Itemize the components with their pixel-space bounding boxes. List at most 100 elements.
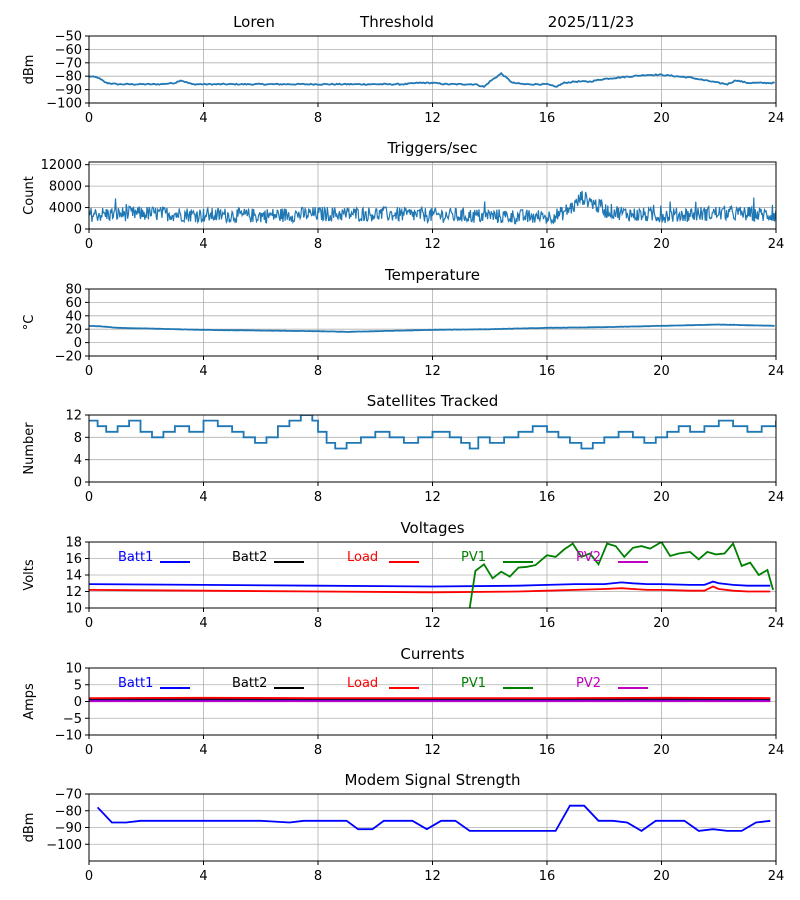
x-tick-label: 12 bbox=[424, 743, 441, 758]
panel-title: Triggers/sec bbox=[387, 139, 478, 157]
x-tick-label: 0 bbox=[85, 364, 93, 379]
x-tick-label: 12 bbox=[424, 869, 441, 884]
chart-title: Threshold bbox=[359, 13, 434, 31]
x-tick-label: 24 bbox=[768, 743, 785, 758]
y-axis-label: Amps bbox=[22, 683, 37, 720]
x-tick-label: 12 bbox=[424, 111, 441, 126]
date-label: 2025/11/23 bbox=[548, 13, 634, 31]
x-tick-label: 0 bbox=[85, 111, 93, 126]
series-line-satellites-satellites bbox=[89, 415, 776, 450]
y-axis-label: Number bbox=[22, 422, 37, 475]
y-tick-label: −5 bbox=[63, 712, 82, 727]
x-tick-label: 4 bbox=[199, 869, 207, 884]
x-tick-label: 16 bbox=[539, 237, 556, 252]
legend-label-pv1: PV1 bbox=[461, 676, 486, 691]
y-tick-label: 20 bbox=[65, 323, 82, 338]
y-axis-label: °C bbox=[22, 315, 37, 331]
legend-label-pv2: PV2 bbox=[576, 676, 601, 691]
series-line-voltages-batt1 bbox=[89, 580, 771, 588]
x-tick-label: 16 bbox=[539, 616, 556, 631]
x-tick-label: 0 bbox=[85, 490, 93, 505]
legend-label-pv1: PV1 bbox=[461, 550, 486, 565]
x-tick-label: 12 bbox=[424, 364, 441, 379]
y-tick-label: 8 bbox=[74, 431, 82, 446]
panel-satellites: 0 4 8 12 16 20 24 0 4 8 12 Satellites Tracked Number bbox=[22, 392, 784, 505]
x-tick-label: 0 bbox=[85, 869, 93, 884]
x-tick-label: 4 bbox=[199, 364, 207, 379]
series-line-modem-modem bbox=[96, 804, 771, 832]
y-tick-label: 0 bbox=[74, 695, 82, 710]
panel-triggers: 0 4 8 12 16 20 24 0 4000 8000 12000 Triggers/sec Cou… bbox=[22, 139, 784, 252]
x-tick-label: 8 bbox=[314, 869, 322, 884]
y-tick-label: −10 bbox=[55, 729, 82, 744]
y-tick-label: 10 bbox=[65, 602, 82, 617]
legend-label-batt1: Batt1 bbox=[118, 676, 153, 691]
x-tick-label: 4 bbox=[199, 743, 207, 758]
y-axis-label: dBm bbox=[22, 55, 37, 85]
y-tick-label: −20 bbox=[55, 350, 82, 365]
x-tick-label: 8 bbox=[314, 111, 322, 126]
x-tick-label: 16 bbox=[539, 364, 556, 379]
y-tick-label: 40 bbox=[65, 309, 82, 324]
x-tick-label: 4 bbox=[199, 111, 207, 126]
legend-label-batt1: Batt1 bbox=[118, 550, 153, 565]
y-axis-label: Volts bbox=[22, 559, 37, 591]
x-tick-label: 8 bbox=[314, 237, 322, 252]
x-tick-label: 24 bbox=[768, 869, 785, 884]
x-tick-label: 8 bbox=[314, 743, 322, 758]
x-tick-label: 16 bbox=[539, 743, 556, 758]
panel-modem: 0 4 8 12 16 20 24 −100 −90 −80−70 Modem Signal Str… bbox=[22, 771, 784, 884]
x-tick-label: 12 bbox=[424, 237, 441, 252]
x-tick-label: 0 bbox=[85, 743, 93, 758]
panel-title: Currents bbox=[400, 645, 464, 663]
x-tick-label: 12 bbox=[424, 616, 441, 631]
y-tick-label: 12 bbox=[65, 409, 82, 424]
legend-label-batt2: Batt2 bbox=[232, 676, 267, 691]
x-tick-label: 8 bbox=[314, 616, 322, 631]
x-tick-label: 20 bbox=[653, 743, 670, 758]
x-tick-label: 16 bbox=[539, 111, 556, 126]
y-tick-label: 5 bbox=[74, 678, 82, 693]
y-tick-label: −70 bbox=[55, 56, 82, 71]
panel-title: Temperature bbox=[384, 266, 480, 284]
panel-title: Modem Signal Strength bbox=[345, 771, 521, 789]
y-tick-label: 4 bbox=[74, 453, 82, 468]
y-tick-label: 0 bbox=[74, 223, 82, 238]
x-tick-label: 24 bbox=[768, 616, 785, 631]
y-tick-label: 0 bbox=[74, 336, 82, 351]
y-tick-label: −50 bbox=[55, 30, 82, 45]
series-line-threshold-threshold bbox=[89, 71, 775, 89]
x-tick-label: 12 bbox=[424, 490, 441, 505]
x-tick-label: 0 bbox=[85, 237, 93, 252]
y-tick-label: 10 bbox=[65, 662, 82, 677]
legend-label-pv2: PV2 bbox=[576, 550, 601, 565]
x-tick-label: 20 bbox=[653, 490, 670, 505]
series-line-triggers-triggers bbox=[89, 190, 776, 225]
y-tick-label: −90 bbox=[55, 821, 82, 836]
series-line-temperature-temperature bbox=[89, 323, 775, 333]
y-tick-label: −90 bbox=[55, 83, 82, 98]
x-tick-label: 4 bbox=[199, 490, 207, 505]
y-tick-label: 8000 bbox=[49, 180, 82, 195]
series-line-voltages-load bbox=[89, 585, 771, 594]
y-tick-label: −80 bbox=[55, 804, 82, 819]
panel-currents: 0 4 8 12 16 20 24 −10 −5 0 510 Currents Amps Batt1 Bat… bbox=[22, 645, 784, 758]
x-tick-label: 0 bbox=[85, 616, 93, 631]
y-tick-label: 14 bbox=[65, 569, 82, 584]
x-tick-label: 4 bbox=[199, 616, 207, 631]
y-tick-label: −60 bbox=[55, 43, 82, 58]
panel-title: Voltages bbox=[400, 519, 464, 537]
y-tick-label: −70 bbox=[55, 788, 82, 803]
x-tick-label: 20 bbox=[653, 869, 670, 884]
y-tick-label: 4000 bbox=[49, 201, 82, 216]
x-tick-label: 24 bbox=[768, 364, 785, 379]
y-tick-label: −100 bbox=[46, 838, 82, 853]
panel-title: Satellites Tracked bbox=[367, 392, 498, 410]
y-tick-label: −100 bbox=[46, 97, 82, 112]
y-tick-label: 18 bbox=[65, 536, 82, 551]
y-tick-label: 60 bbox=[65, 296, 82, 311]
x-tick-label: 8 bbox=[314, 364, 322, 379]
x-tick-label: 20 bbox=[653, 364, 670, 379]
